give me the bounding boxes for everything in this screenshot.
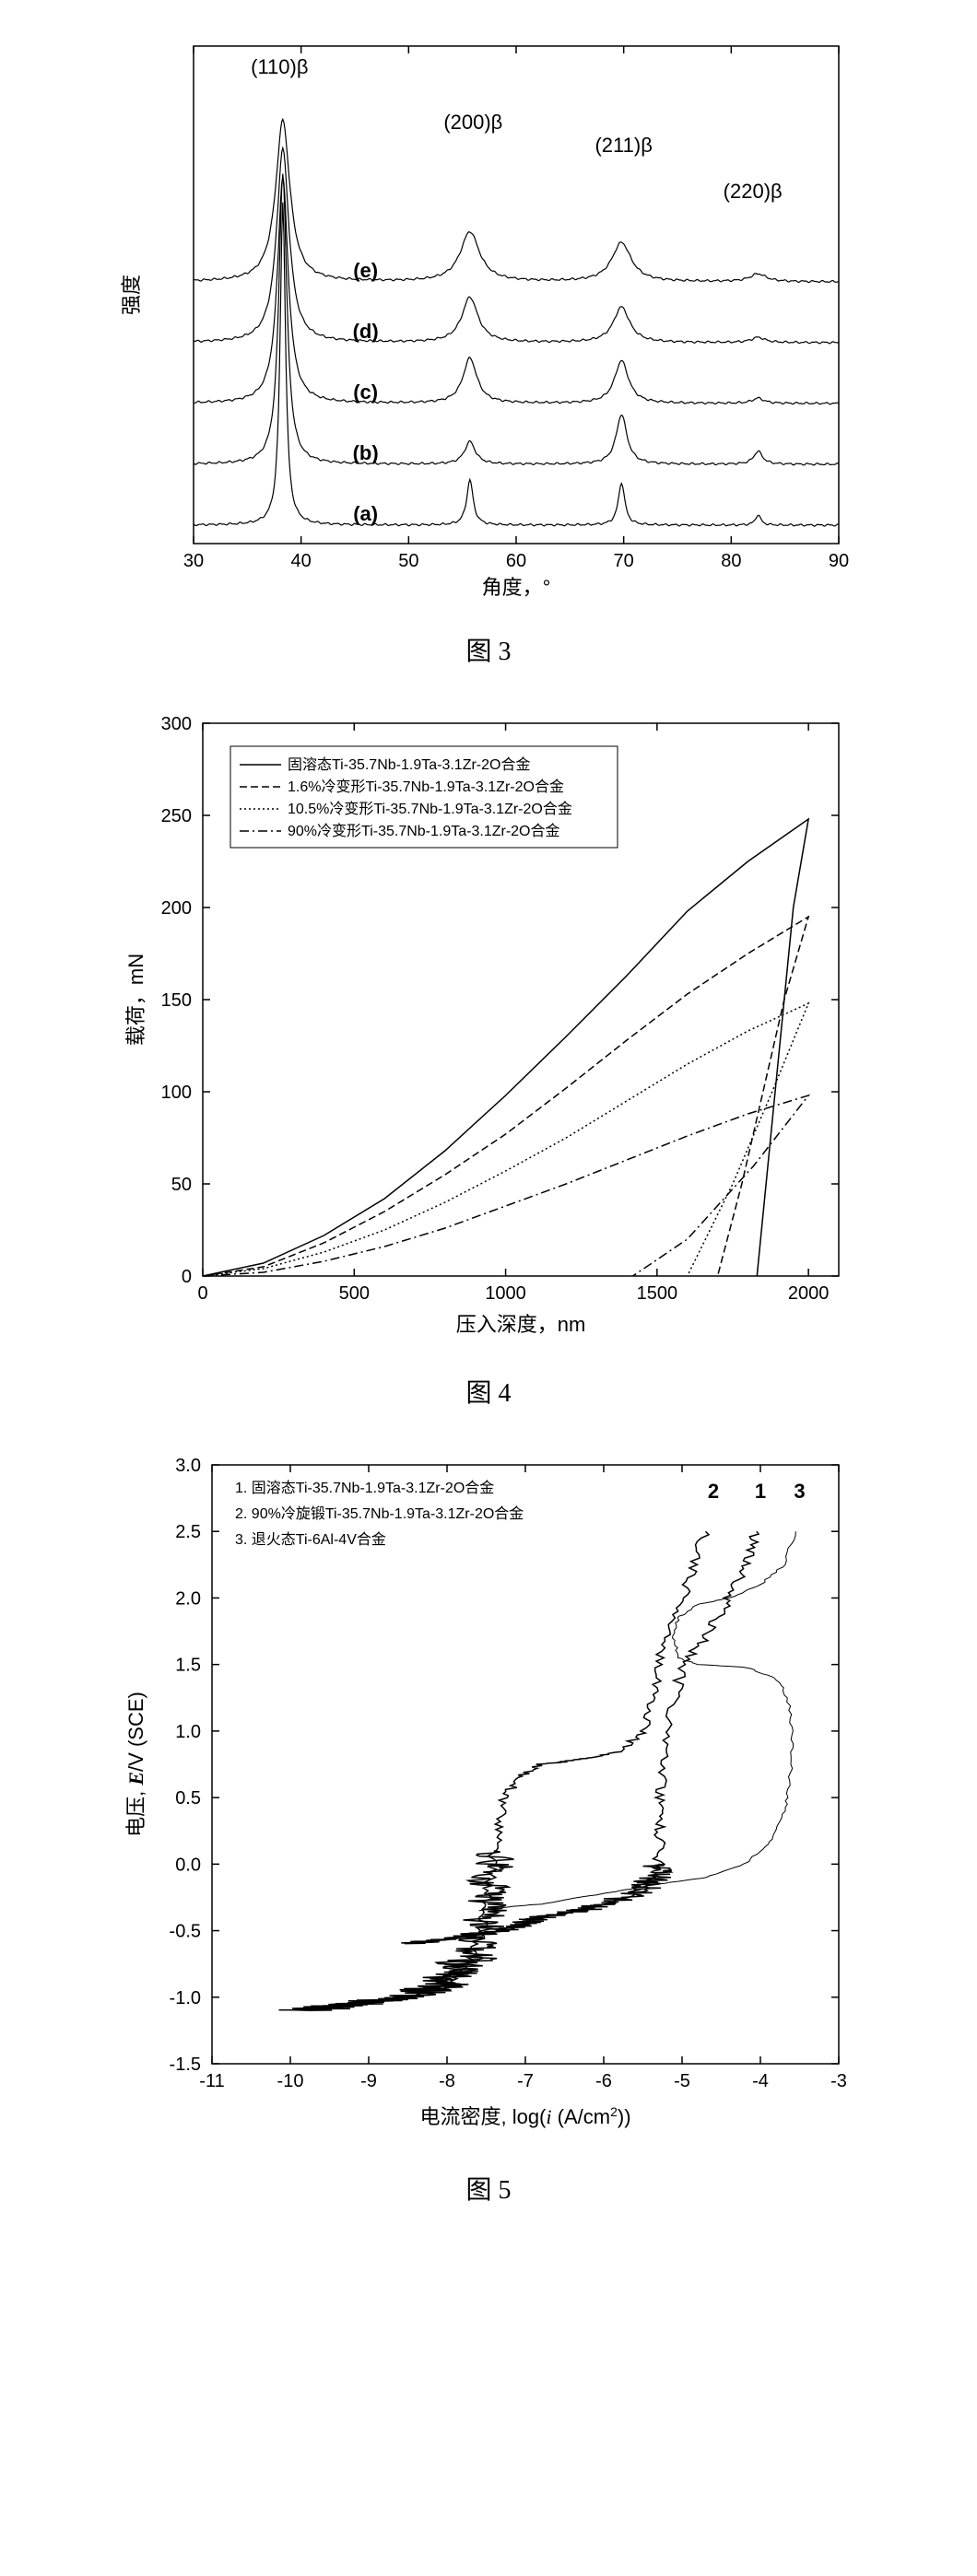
svg-text:0.5: 0.5 (175, 1788, 201, 1809)
svg-text:70: 70 (614, 551, 634, 571)
svg-text:-1.0: -1.0 (170, 1988, 201, 2008)
svg-text:30: 30 (183, 551, 204, 571)
svg-text:-7: -7 (517, 2071, 534, 2091)
svg-text:(220)β: (220)β (724, 180, 783, 203)
svg-text:-0.5: -0.5 (170, 1922, 201, 1942)
svg-text:-11: -11 (199, 2071, 224, 2091)
svg-text:500: 500 (339, 1283, 370, 1304)
svg-text:1. 固溶态Ti-35.7Nb-1.9Ta-3.1Zr-2O: 1. 固溶态Ti-35.7Nb-1.9Ta-3.1Zr-2O合金 (235, 1480, 494, 1496)
svg-text:2. 90%冷旋锻Ti-35.7Nb-1.9Ta-3.1Zr: 2. 90%冷旋锻Ti-35.7Nb-1.9Ta-3.1Zr-2O合金 (235, 1505, 524, 1522)
svg-text:40: 40 (291, 551, 312, 571)
fig5-plot: -11 -10 -9 -8 -7 -6 -5 -4 -3 -1.5 -1.0 -0.5 0.0 0.5 1.… (111, 1437, 866, 2156)
svg-text:200: 200 (161, 898, 192, 919)
svg-text:100: 100 (161, 1083, 192, 1103)
svg-text:2.0: 2.0 (175, 1588, 201, 1609)
svg-text:-8: -8 (439, 2071, 455, 2091)
svg-text:-5: -5 (674, 2071, 690, 2091)
svg-text:1.0: 1.0 (175, 1722, 201, 1742)
svg-text:150: 150 (161, 990, 192, 1011)
svg-text:强度: 强度 (120, 275, 143, 315)
svg-text:压入深度，nm: 压入深度，nm (456, 1313, 586, 1336)
svg-text:1000: 1000 (485, 1283, 526, 1304)
svg-text:-1.5: -1.5 (170, 2055, 201, 2075)
svg-text:2000: 2000 (788, 1283, 830, 1304)
figure-3: 30 40 50 60 70 80 90 角度，° 强度 (a) (b) (c) (d) (e) (110)… (111, 18, 866, 668)
svg-text:60: 60 (506, 551, 526, 571)
svg-text:1: 1 (755, 1480, 766, 1503)
svg-text:3.0: 3.0 (175, 1456, 201, 1476)
svg-text:(e): (e) (353, 259, 378, 282)
svg-text:电流密度, log(i (A/cm2)): 电流密度, log(i (A/cm2)) (419, 2104, 630, 2128)
svg-text:90: 90 (829, 551, 849, 571)
figure-4: 0 500 1000 1500 2000 0 50 100 150 200 250 300 压入深度，n… (111, 696, 866, 1410)
svg-text:300: 300 (161, 714, 192, 734)
svg-text:1.6%冷变形Ti-35.7Nb-1.9Ta-3.1Zr-2: 1.6%冷变形Ti-35.7Nb-1.9Ta-3.1Zr-2O合金 (288, 779, 564, 795)
svg-text:10.5%冷变形Ti-35.7Nb-1.9Ta-3.1Zr-: 10.5%冷变形Ti-35.7Nb-1.9Ta-3.1Zr-2O合金 (288, 801, 572, 817)
svg-text:-9: -9 (360, 2071, 377, 2091)
figure-5: -11 -10 -9 -8 -7 -6 -5 -4 -3 -1.5 -1.0 -0.5 0.0 0.5 1.… (111, 1437, 866, 2207)
svg-text:0.0: 0.0 (175, 1855, 201, 1875)
svg-text:2.5: 2.5 (175, 1522, 201, 1542)
svg-text:2: 2 (708, 1480, 719, 1503)
svg-text:(c): (c) (353, 381, 378, 404)
svg-text:(211)β: (211)β (594, 134, 652, 157)
svg-text:(200)β: (200)β (443, 111, 502, 134)
svg-text:(b): (b) (353, 441, 379, 464)
svg-text:250: 250 (161, 806, 192, 826)
fig4-plot: 0 500 1000 1500 2000 0 50 100 150 200 250 300 压入深度，n… (111, 696, 866, 1359)
fig4-caption: 图 4 (465, 1373, 511, 1410)
fig5-caption: 图 5 (465, 2170, 511, 2207)
svg-text:电压, E/V (SCE): 电压, E/V (SCE) (124, 1692, 147, 1837)
svg-text:90%冷变形Ti-35.7Nb-1.9Ta-3.1Zr-2O: 90%冷变形Ti-35.7Nb-1.9Ta-3.1Zr-2O合金 (288, 823, 560, 839)
svg-text:(a): (a) (353, 502, 378, 525)
svg-text:固溶态Ti-35.7Nb-1.9Ta-3.1Zr-2O合金: 固溶态Ti-35.7Nb-1.9Ta-3.1Zr-2O合金 (288, 756, 530, 773)
svg-text:1.5: 1.5 (175, 1656, 201, 1676)
svg-text:-4: -4 (752, 2071, 769, 2091)
svg-text:-6: -6 (595, 2071, 612, 2091)
svg-text:1500: 1500 (637, 1283, 678, 1304)
fig3-caption: 图 3 (465, 631, 511, 668)
svg-text:载荷，mN: 载荷，mN (124, 954, 147, 1046)
svg-text:0: 0 (182, 1267, 192, 1287)
svg-text:80: 80 (721, 551, 741, 571)
svg-text:0: 0 (197, 1283, 207, 1304)
svg-text:(d): (d) (353, 320, 379, 343)
svg-text:-10: -10 (277, 2071, 304, 2091)
svg-text:-3: -3 (830, 2071, 847, 2091)
svg-text:3. 退火态Ti-6Al-4V合金: 3. 退火态Ti-6Al-4V合金 (235, 1531, 386, 1548)
svg-text:角度，°: 角度，° (482, 576, 551, 599)
svg-text:50: 50 (398, 551, 418, 571)
fig3-plot: 30 40 50 60 70 80 90 角度，° 强度 (a) (b) (c) (d) (e) (110)… (111, 18, 866, 617)
svg-text:3: 3 (794, 1480, 805, 1503)
svg-text:(110)β: (110)β (251, 55, 308, 78)
svg-text:50: 50 (171, 1175, 192, 1195)
